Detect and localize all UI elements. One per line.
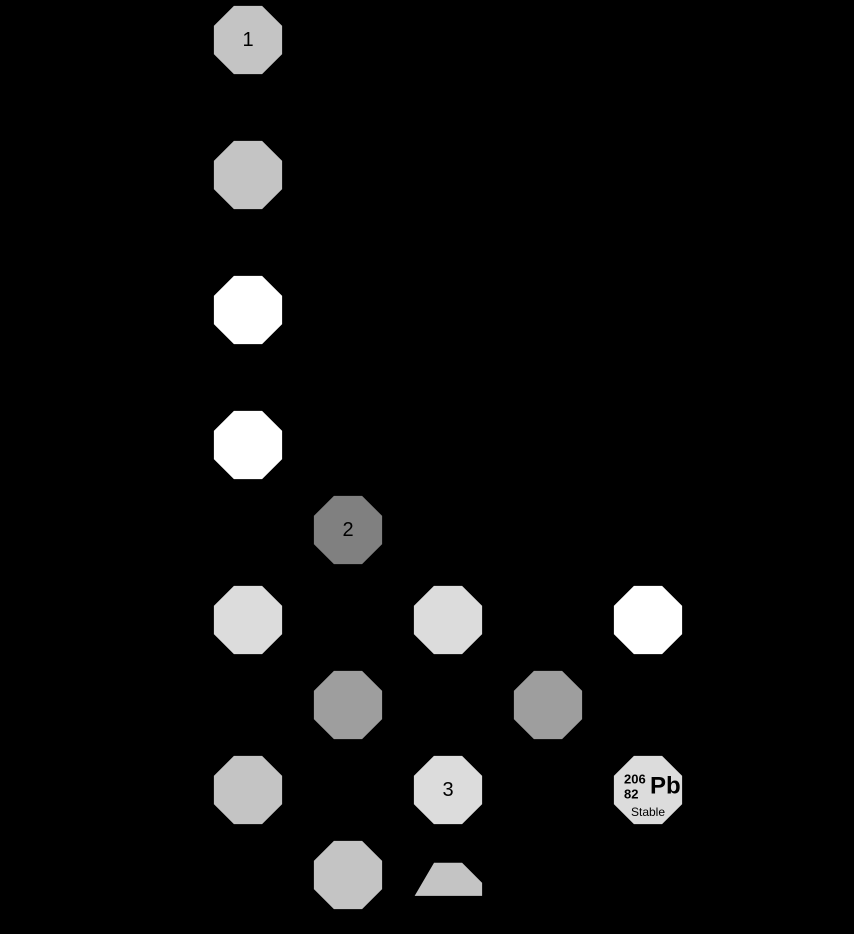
nuclide-node: 1 xyxy=(213,5,283,75)
node-label: 2 xyxy=(342,519,353,541)
nuclide-node xyxy=(213,140,283,210)
node-label: 1 xyxy=(242,29,253,51)
atomic-number: 82 xyxy=(624,787,638,802)
nuclide-pb206: 20682 Pb Stable xyxy=(613,755,683,825)
nuclide-node xyxy=(413,585,483,655)
decay-diagram: 1 2 3 20682 Pb Stable xyxy=(0,0,854,934)
nuclide-node xyxy=(313,840,383,910)
nuclide-node xyxy=(613,585,683,655)
node-label: 3 xyxy=(442,779,453,801)
nuclide-node xyxy=(213,755,283,825)
nuclide-node: 3 xyxy=(413,755,483,825)
mass-number: 206 xyxy=(624,772,646,787)
nuclide-node xyxy=(213,275,283,345)
nuclide-node xyxy=(213,410,283,480)
nuclide-node xyxy=(213,585,283,655)
stability-label: Stable xyxy=(631,805,665,819)
element-symbol: Pb xyxy=(650,773,681,800)
nuclide-node xyxy=(513,670,583,740)
nuclide-node xyxy=(313,670,383,740)
nuclide-node: 2 xyxy=(313,495,383,565)
nuclide-node xyxy=(413,862,483,897)
